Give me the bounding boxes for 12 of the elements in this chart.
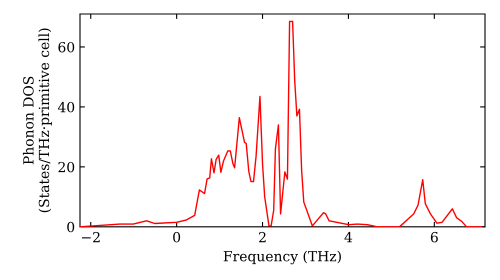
y-tick-label: 60 (58, 42, 74, 52)
x-tick-label: 4 (344, 232, 352, 242)
y-tick-label: 0 (67, 222, 74, 232)
x-axis-title: Frequency (THz) (224, 250, 341, 264)
x-tick-label: 6 (430, 232, 438, 242)
y-axis-title: Phonon DOS (States/THz·primitive cell) (22, 28, 52, 212)
x-tick-label: 2 (259, 232, 266, 242)
x-tick-label: 0 (173, 232, 180, 242)
y-tick-label: 40 (58, 102, 74, 112)
y-tick-label: 20 (58, 162, 74, 172)
line-series (79, 20, 482, 228)
x-tick-label: −2 (82, 232, 100, 242)
